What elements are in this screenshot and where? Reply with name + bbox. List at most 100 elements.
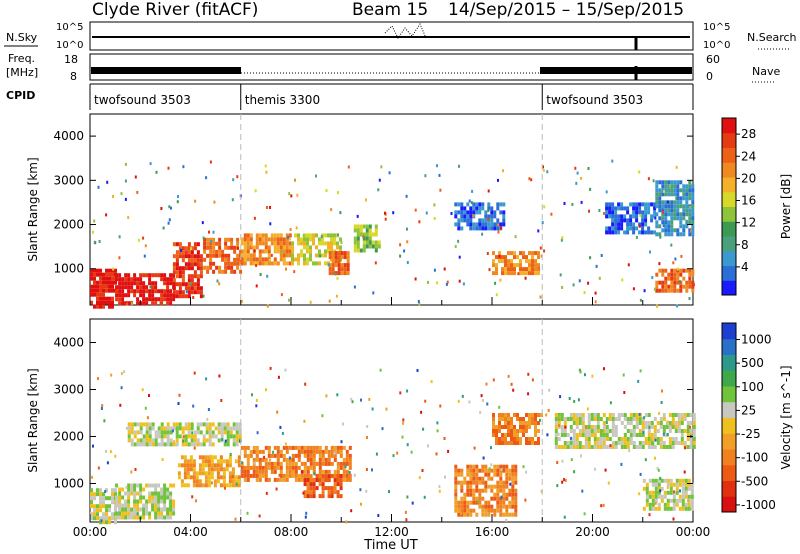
velocity-echo-cell xyxy=(330,486,334,491)
velocity-echo-cell xyxy=(198,471,202,476)
velocity-echo-cell xyxy=(479,411,482,414)
velocity-echo-cell xyxy=(267,461,271,466)
power-echo-cell xyxy=(356,232,360,237)
power-echo-cell xyxy=(148,273,152,278)
power-echo-cell xyxy=(118,289,122,294)
velocity-echo-cell xyxy=(330,449,334,454)
power-echo-cell xyxy=(175,282,179,287)
velocity-echo-cell xyxy=(99,500,102,505)
power-echo-cell xyxy=(484,222,488,227)
velocity-echo-cell xyxy=(136,507,140,512)
velocity-echo-cell xyxy=(583,512,586,516)
power-echo-cell xyxy=(212,253,216,258)
velocity-echo-cell xyxy=(531,437,534,441)
power-echo-cell xyxy=(496,202,500,207)
velocity-echo-cell xyxy=(662,417,666,421)
power-echo-cell xyxy=(334,263,338,268)
velocity-echo-cell xyxy=(202,434,206,439)
power-echo-cell xyxy=(525,267,528,272)
velocity-echo-cell xyxy=(303,419,306,423)
power-echo-cell xyxy=(276,245,280,250)
velocity-echo-cell xyxy=(457,508,461,513)
velocity-echo-cell xyxy=(318,469,322,474)
velocity-echo-cell xyxy=(611,425,615,429)
cpid-segments: twofsound 3503 themis 3300 twofsound 3503 xyxy=(94,84,643,110)
velocity-echo-cell xyxy=(97,466,100,470)
power-echo-cell xyxy=(181,246,185,251)
power-colorbar-frame xyxy=(721,117,737,296)
power-echo-cell xyxy=(193,286,197,291)
velocity-echo-cell xyxy=(654,438,657,442)
nsearch-label: N.Search xyxy=(747,31,797,44)
power-echo-cell xyxy=(290,194,293,198)
velocity-echo-cell xyxy=(573,470,576,474)
velocity-echo-cell xyxy=(246,469,250,474)
power-echo-cell xyxy=(641,214,645,219)
velocity-echo-cell xyxy=(142,511,146,516)
velocity-echo-cell xyxy=(237,463,241,468)
velocity-echo-cell xyxy=(492,433,495,437)
power-echo-cell xyxy=(291,241,294,246)
power-echo-cell xyxy=(676,200,680,205)
power-echo-cell xyxy=(620,218,624,223)
power-echo-cell xyxy=(148,297,152,302)
velocity-echo-cell xyxy=(514,512,518,517)
velocity-echo-cell xyxy=(614,433,618,437)
velocity-echo-cell xyxy=(121,487,125,492)
power-echo-cell xyxy=(334,272,337,276)
velocity-echo-cell xyxy=(645,482,649,487)
velocity-echo-cell xyxy=(637,379,640,383)
power-echo-cell xyxy=(209,245,213,250)
velocity-echo-cell xyxy=(160,499,164,504)
power-echo-cell xyxy=(96,268,99,273)
power-echo-cell xyxy=(691,220,695,225)
velocity-echo-cell xyxy=(578,413,582,417)
velocity-echo-cell xyxy=(202,438,206,443)
velocity-echo-cell xyxy=(114,508,117,513)
velocity-echo-cell xyxy=(660,478,664,483)
power-echo-cell xyxy=(291,249,294,254)
velocity-echo-cell xyxy=(99,504,102,509)
power-echo-cell xyxy=(330,208,333,212)
power-echo-cell xyxy=(269,206,271,209)
velocity-echo-cell xyxy=(206,417,209,421)
velocity-echo-cell xyxy=(303,445,307,450)
power-echo-cell xyxy=(356,236,360,241)
velocity-echo-cell xyxy=(590,429,594,433)
velocity-echo-cell xyxy=(645,502,649,507)
velocity-echo-cell xyxy=(410,450,413,454)
velocity-echo-cell xyxy=(327,474,331,479)
power-echo-cell xyxy=(92,230,94,234)
velocity-echo-cell xyxy=(596,429,600,433)
power-echo-cell xyxy=(353,285,356,289)
velocity-echo-cell xyxy=(475,464,479,469)
velocity-echo-cell xyxy=(379,368,382,372)
power-echo-cell xyxy=(93,292,96,297)
power-echo-cell xyxy=(528,177,531,181)
velocity-echo-cell xyxy=(99,496,102,501)
velocity-echo-cell xyxy=(201,463,205,468)
velocity-colorbar-tick-label: 1000 xyxy=(741,333,772,347)
power-echo-cell xyxy=(178,254,182,259)
velocity-echo-cell xyxy=(365,468,368,471)
power-echo-cell xyxy=(362,248,366,253)
velocity-echo-cell xyxy=(172,426,176,431)
velocity-echo-cell xyxy=(689,445,693,449)
power-echo-cell xyxy=(218,265,222,270)
power-echo-cell xyxy=(629,202,633,207)
velocity-colorbar-tick-label: -500 xyxy=(741,474,768,488)
velocity-echo-cell xyxy=(531,413,534,417)
power-echo-cell xyxy=(519,267,522,272)
velocity-echo-cell xyxy=(208,438,212,443)
power-echo-cell xyxy=(172,270,176,275)
power-echo-cell xyxy=(460,218,464,223)
velocity-echo-cell xyxy=(528,437,531,441)
power-echo-cell xyxy=(688,280,692,285)
velocity-echo-cell xyxy=(626,421,630,425)
power-echo-cell xyxy=(443,267,446,271)
velocity-echo-cell xyxy=(190,426,194,431)
velocity-echo-cell xyxy=(587,445,591,449)
velocity-echo-cell xyxy=(481,512,485,517)
power-echo-cell xyxy=(658,192,662,197)
power-echo-cell xyxy=(180,248,183,252)
